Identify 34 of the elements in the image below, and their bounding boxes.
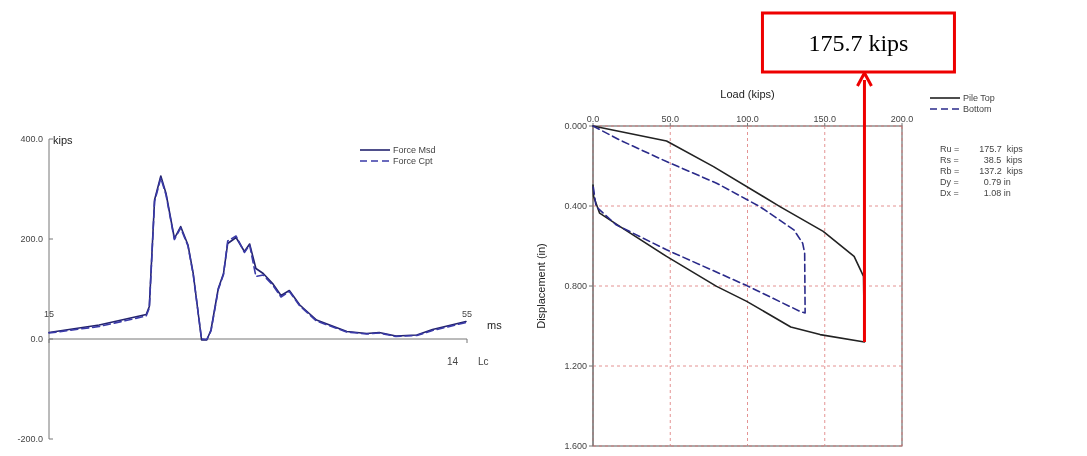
x-axis-title: ms <box>487 319 503 331</box>
x-tick-label: 150.0 <box>813 114 837 124</box>
y-tick-label: 1.600 <box>564 441 587 451</box>
legend-label: Pile Top <box>963 93 995 103</box>
text: Dy = 0.79 in <box>940 177 1011 187</box>
y-tick-label: -200.0 <box>17 434 43 444</box>
line-series <box>592 125 866 343</box>
line-series <box>592 125 806 314</box>
annotation: 175.7 kips <box>808 30 909 56</box>
x-tick-label: 50.0 <box>661 114 680 124</box>
y-tick-label: 0.0 <box>30 334 43 344</box>
legend-label: Force Cpt <box>393 156 434 166</box>
y-tick-label: 200.0 <box>20 234 43 244</box>
y-tick-label: 1.200 <box>564 361 587 371</box>
x-tick-label: 0.0 <box>586 114 600 124</box>
text: Rb = 137.2 kips <box>940 166 1024 176</box>
text: Dx = 1.08 in <box>940 188 1011 198</box>
text: Rs = 38.5 kips <box>940 155 1023 165</box>
annotation: 14 <box>447 356 459 367</box>
y-tick-label: 400.0 <box>20 134 43 144</box>
y-axis-title: kips <box>53 134 74 146</box>
text: Lc <box>478 356 489 367</box>
y-tick-label: 0.000 <box>564 121 587 131</box>
x-tick-label: 15 <box>43 309 55 319</box>
y-axis-title: Displacement (in) <box>535 243 547 329</box>
x-axis-title: Load (kips) <box>720 88 775 100</box>
text: Ru = 175.7 kips <box>940 144 1024 154</box>
x-tick-label: 100.0 <box>736 114 759 124</box>
y-tick-label: 0.400 <box>564 201 587 211</box>
y-tick-label: 0.800 <box>564 281 587 291</box>
x-tick-label: 200.0 <box>890 114 914 124</box>
legend-label: Bottom <box>963 104 992 114</box>
x-tick-label: 55 <box>461 309 473 319</box>
legend-label: Force Msd <box>393 145 436 155</box>
